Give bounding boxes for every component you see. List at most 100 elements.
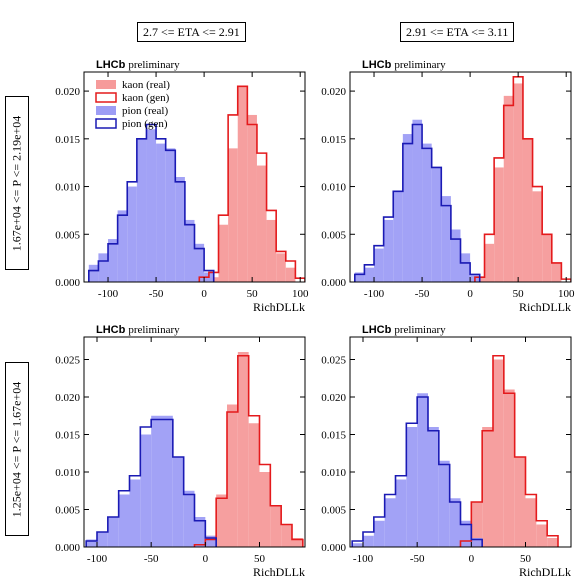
lhcb-brand: LHCb [96,59,126,71]
pion-gen-step-line [88,123,215,282]
kaon-gen-step-line [198,85,305,282]
y-tick-label: 0.015 [55,430,80,442]
pion-real-bar [108,239,118,282]
y-tick-label: 0.010 [321,182,346,194]
kaon-real-bar [266,219,277,282]
kaon-real-bar [532,191,543,282]
pion-real-bar [460,253,471,282]
kaon-real-bar [542,234,552,282]
x-tick-label: -50 [415,288,430,300]
pion-real-bar [156,143,166,282]
x-tick-label: 0 [467,288,473,300]
pion-real-bar [97,532,108,547]
y-tick-label: 0.000 [55,277,80,289]
pion-real-bar [88,264,99,282]
kaon-real-bar [547,538,558,547]
axes-frame [83,336,306,548]
kaon-real-bar [522,138,533,282]
pion-real-bar [422,143,432,282]
kaon-real-bar [484,243,495,282]
legend-swatch [96,80,116,89]
x-axis-label: RichDLLk [253,300,305,314]
kaon-real-bar [281,524,292,547]
y-tick-label: 0.010 [321,467,346,479]
pion-real-bar [384,498,396,547]
x-tick-label: -100 [98,288,119,300]
pion-real-bar [146,129,157,282]
pion-real-bar [364,267,375,282]
kaon-real-bar [259,472,271,547]
lhcb-preliminary: preliminary [394,324,446,336]
pion-real-bar [471,538,483,547]
y-tick-label: 0.020 [321,392,346,404]
axes-frame [349,71,572,283]
lhcb-preliminary: preliminary [394,59,446,71]
pion-real-bar [393,191,403,282]
lhcb-label: LHCb preliminary [96,324,180,336]
pion-real-bar [417,393,428,547]
pion-real-bar [460,520,472,547]
row-label-1: 1.67e+04 <= P <= 2.19e+04 [5,96,29,270]
legend-entry: pion (gen) [122,118,168,130]
histogram-panel-1: -100 -50 0 50 100 0.000 0.005 0.010 0.015 0.020 Ri… [55,59,309,314]
kaon-real-bar [216,494,227,547]
y-tick-label: 0.025 [321,355,346,367]
y-tick-label: 0.005 [321,229,346,241]
kaon-real-bar [227,404,238,547]
pion-real-bar [428,427,439,547]
kaon-real-bar [493,359,504,547]
pion-real-bar [374,248,384,282]
x-tick-label: 50 [254,553,266,565]
pion-real-bar [175,177,185,282]
pion-real-bar [140,434,152,547]
pion-real-bar [431,167,442,282]
x-tick-label: 50 [247,288,259,300]
kaon-real-bar [276,253,286,282]
pion-real-bar [450,229,461,282]
kaon-gen-step-line [459,354,559,547]
y-tick-label: 0.000 [321,542,346,554]
y-tick-label: 0.025 [55,355,80,367]
pion-real-bar [363,535,374,547]
legend: kaon (real)kaon (gen)pion (real)pion (ge… [95,79,170,130]
pion-real-bar [165,148,176,282]
x-tick-label: -100 [364,288,385,300]
legend-swatch [96,106,116,115]
pion-real-bar [352,543,363,547]
y-tick-label: 0.015 [321,430,346,442]
kaon-real-bar [525,498,537,547]
y-tick-label: 0.000 [55,542,80,554]
kaon-real-bar [256,165,267,282]
pion-real-bar [86,539,97,547]
kaon-real-bar [482,427,493,547]
kaon-real-bar [248,423,260,547]
kaon-real-bar [494,167,504,282]
kaon-real-bar [285,267,296,282]
kaon-real-bar [228,148,238,282]
column-label-2: 2.91 <= ETA <= 3.11 [400,22,515,42]
kaon-real-bar [237,352,249,547]
y-tick-label: 0.020 [55,86,80,98]
lhcb-brand: LHCb [362,59,392,71]
kaon-real-bar [503,95,514,282]
axes-frame [349,336,572,548]
x-axis-label: RichDLLk [519,300,571,314]
x-axis-label: RichDLLk [519,565,571,579]
pion-real-bar [184,219,195,282]
pion-real-bar [194,517,206,547]
lhcb-label: LHCb preliminary [362,59,446,71]
x-tick-label: -50 [144,553,159,565]
plot-area [351,354,559,547]
x-tick-label: 50 [513,288,525,300]
kaon-real-bar [270,505,282,547]
lhcb-label: LHCb preliminary [96,59,180,71]
y-tick-label: 0.015 [55,134,80,146]
pion-real-bar [354,272,365,282]
pion-real-bar [412,119,423,282]
pion-real-bar [107,517,119,547]
pion-real-bar [162,415,173,547]
kaon-real-bar [471,502,483,547]
kaon-real-bar [237,86,248,282]
pion-real-bar [98,253,109,282]
kaon-real-bar [514,457,526,547]
